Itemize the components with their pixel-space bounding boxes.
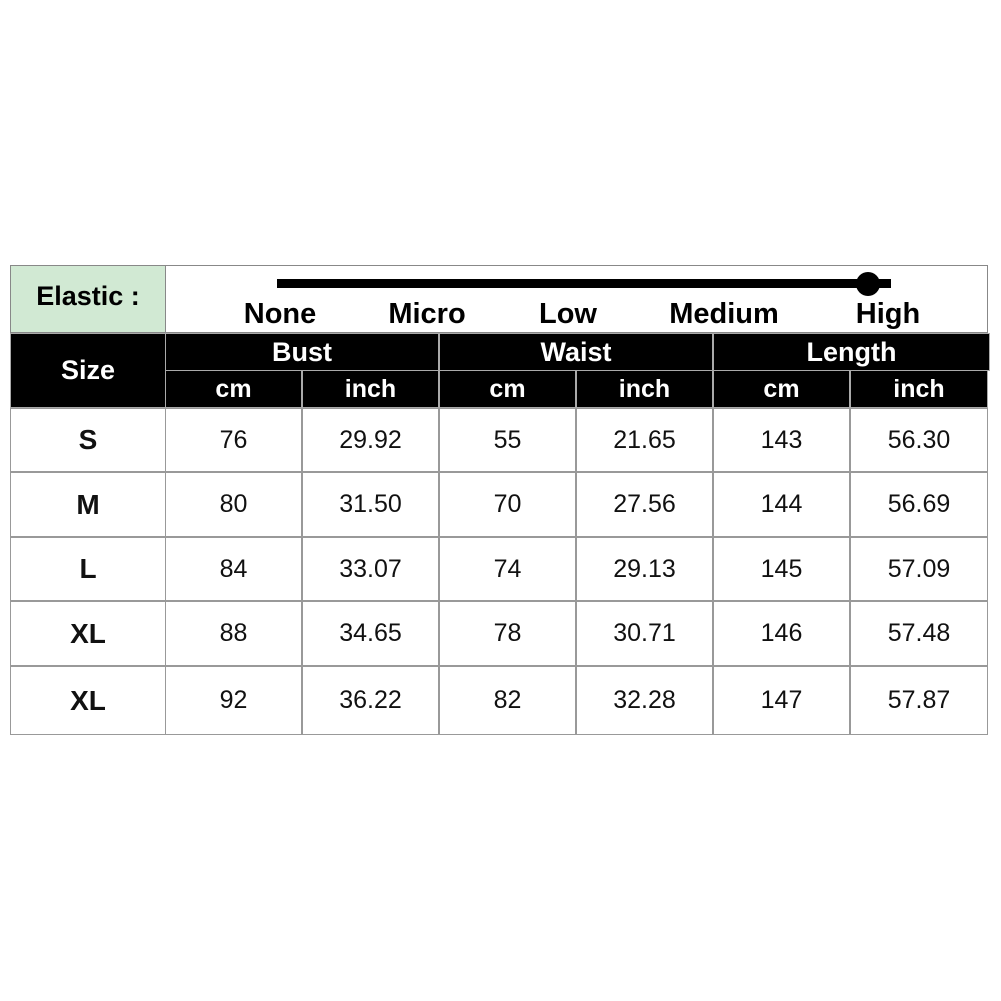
- value-cell: 76: [165, 408, 302, 472]
- elastic-label: Elastic :: [10, 265, 166, 333]
- size-cell: XL: [10, 601, 166, 666]
- value-cell: 82: [439, 666, 576, 735]
- value-cell: 21.65: [576, 408, 713, 472]
- value-cell: 36.22: [302, 666, 439, 735]
- value-cell: 88: [165, 601, 302, 666]
- header-length: Length: [713, 333, 990, 371]
- value-cell: 84: [165, 537, 302, 601]
- value-cell: 70: [439, 472, 576, 537]
- value-cell: 74: [439, 537, 576, 601]
- value-cell: 57.09: [850, 537, 988, 601]
- unit-header: inch: [850, 370, 988, 408]
- header-bust: Bust: [165, 333, 439, 371]
- elastic-level-medium: Medium: [669, 298, 779, 330]
- size-cell: L: [10, 537, 166, 601]
- value-cell: 30.71: [576, 601, 713, 666]
- elastic-slider-track: [277, 279, 891, 288]
- value-cell: 57.87: [850, 666, 988, 735]
- value-cell: 56.30: [850, 408, 988, 472]
- value-cell: 80: [165, 472, 302, 537]
- value-cell: 31.50: [302, 472, 439, 537]
- value-cell: 144: [713, 472, 850, 537]
- size-header: Size: [10, 333, 166, 408]
- value-cell: 29.92: [302, 408, 439, 472]
- elastic-level-high: High: [855, 298, 921, 330]
- value-cell: 147: [713, 666, 850, 735]
- value-cell: 56.69: [850, 472, 988, 537]
- elastic-level-none: None: [243, 298, 317, 330]
- size-cell: S: [10, 408, 166, 472]
- size-cell: M: [10, 472, 166, 537]
- elastic-level-low: Low: [539, 298, 597, 330]
- value-cell: 78: [439, 601, 576, 666]
- value-cell: 146: [713, 601, 850, 666]
- elastic-slider-knob: [856, 272, 880, 296]
- elastic-level-micro: Micro: [388, 298, 466, 330]
- unit-header: cm: [439, 370, 576, 408]
- value-cell: 32.28: [576, 666, 713, 735]
- value-cell: 33.07: [302, 537, 439, 601]
- value-cell: 34.65: [302, 601, 439, 666]
- unit-header: cm: [165, 370, 302, 408]
- unit-header: cm: [713, 370, 850, 408]
- header-waist: Waist: [439, 333, 713, 371]
- elastic-scale: [165, 265, 988, 333]
- size-cell: XL: [10, 666, 166, 735]
- value-cell: 57.48: [850, 601, 988, 666]
- value-cell: 27.56: [576, 472, 713, 537]
- value-cell: 55: [439, 408, 576, 472]
- unit-header: inch: [302, 370, 439, 408]
- value-cell: 92: [165, 666, 302, 735]
- value-cell: 143: [713, 408, 850, 472]
- unit-header: inch: [576, 370, 713, 408]
- value-cell: 29.13: [576, 537, 713, 601]
- value-cell: 145: [713, 537, 850, 601]
